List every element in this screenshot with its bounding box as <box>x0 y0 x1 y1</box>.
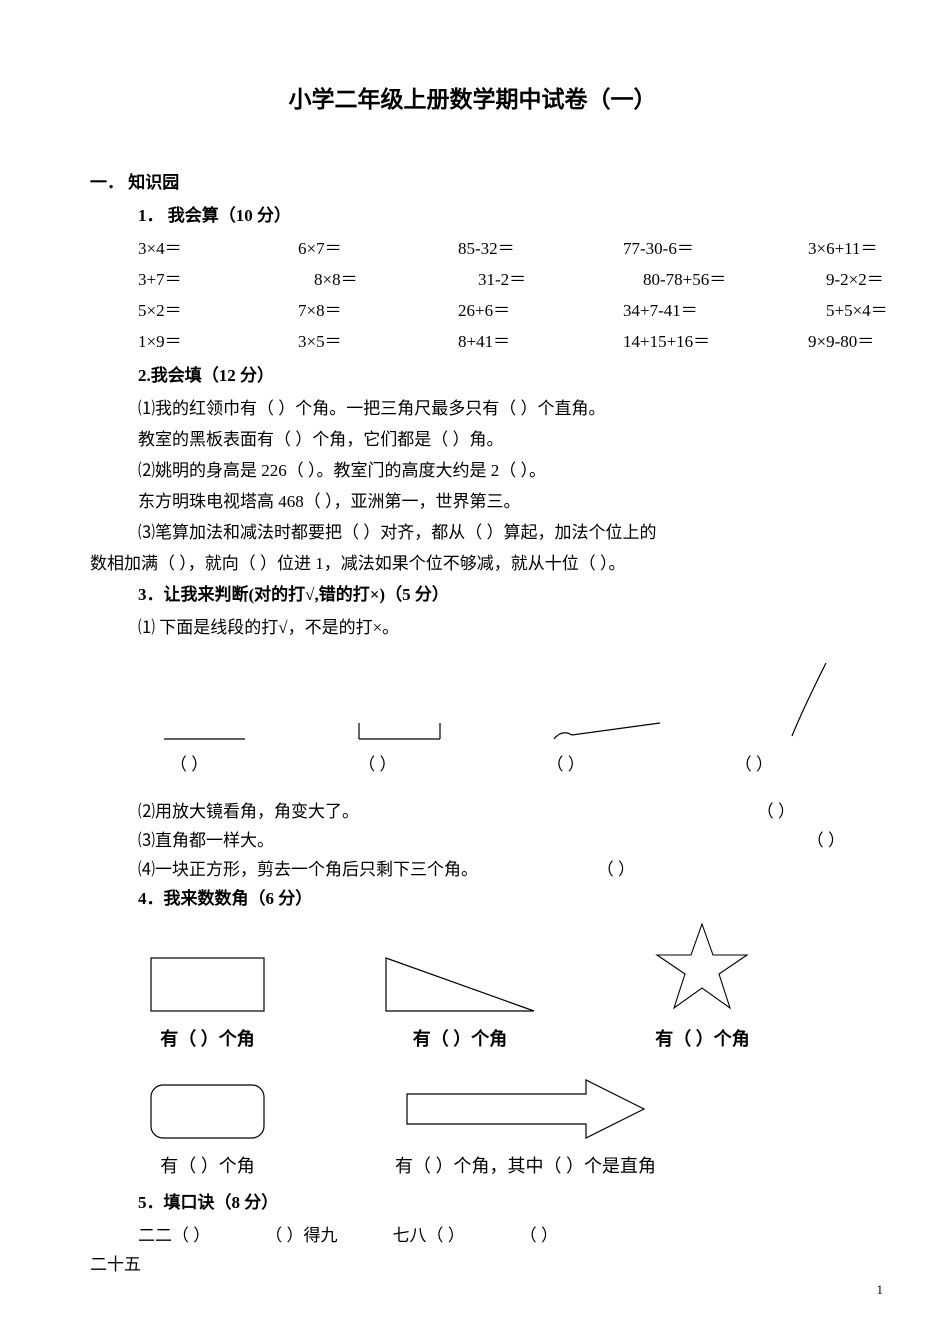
q1-heading: 1． 我会算（10 分） <box>138 202 855 231</box>
shape-rectangle: 有（ ）个角 <box>150 957 265 1055</box>
paren-blank: （ ） <box>170 751 208 780</box>
q2-line: ⑵姚明的身高是 226（ ）。教室门的高度大约是 2（ ）。 <box>138 457 855 486</box>
arith-cell: 9×9-80＝ <box>808 328 943 357</box>
judge-text: ⑷一块正方形，剪去一个角后只剩下三个角。 <box>138 856 478 885</box>
shape-arrow: 有（ ）个角，其中（ ）个是直角 <box>395 1079 656 1182</box>
arith-cell: 14+15+16＝ <box>623 328 808 357</box>
arith-cell: 8+41＝ <box>458 328 623 357</box>
arith-cell: 3×4＝ <box>138 235 298 264</box>
q5-cell: （ ） <box>520 1222 558 1251</box>
arith-cell: 8×8＝ <box>298 266 458 295</box>
triangle-icon <box>385 957 535 1012</box>
shape-label: 有（ ）个角 <box>160 1024 255 1055</box>
page-title: 小学二年级上册数学期中试卷（一） <box>90 80 855 119</box>
q5-cell: （ ）得九 <box>265 1222 337 1251</box>
q2-line: 东方明珠电视塔高 468（ ），亚洲第一，世界第三。 <box>138 488 855 517</box>
arith-cell: 26+6＝ <box>458 297 623 326</box>
arith-cell: 31-2＝ <box>458 266 623 295</box>
arith-cell: 77-30-6＝ <box>623 235 808 264</box>
shapes-row-2: 有（ ）个角 有（ ）个角，其中（ ）个是直角 <box>150 1079 855 1182</box>
arith-cell: 5×2＝ <box>138 297 298 326</box>
q5-heading: 5．填口诀（8 分） <box>138 1189 855 1218</box>
q3-judge-line: ⑷一块正方形，剪去一个角后只剩下三个角。 （ ） <box>138 856 855 885</box>
arith-cell: 34+7-41＝ <box>623 297 808 326</box>
q5-cell: 二二（ ） <box>138 1222 210 1251</box>
q3-judge-line: ⑵用放大镜看角，角变大了。 （ ） <box>138 798 855 827</box>
arrow-icon <box>406 1079 646 1139</box>
judge-paren: （ ） <box>597 856 635 885</box>
q2-block: ⑴我的红领巾有（ ）个角。一把三角尺最多只有（ ）个直角。 教室的黑板表面有（ … <box>138 395 855 547</box>
q3-line1: ⑴ 下面是线段的打√，不是的打×。 <box>138 614 855 643</box>
q5-row: 二二（ ） （ ）得九 七八（ ） （ ） <box>138 1222 855 1251</box>
shape-label: 有（ ）个角 <box>655 1024 750 1055</box>
rounded-rect-icon <box>150 1084 265 1139</box>
q2-line: ⑶笔算加法和减法时都要把（ ）对齐，都从（ ）算起，加法个位上的 <box>138 519 855 548</box>
shape-label: 有（ ）个角，其中（ ）个是直角 <box>395 1151 656 1182</box>
arith-cell: 6×7＝ <box>298 235 458 264</box>
segment-2 <box>357 701 442 741</box>
q2-line: 教室的黑板表面有（ ）个角，它们都是（ ）角。 <box>138 426 855 455</box>
paren-blank: （ ） <box>358 751 396 780</box>
q4-heading: 4．我来数数角（6 分） <box>138 885 855 914</box>
star-icon <box>655 922 750 1012</box>
q2-line: ⑴我的红领巾有（ ）个角。一把三角尺最多只有（ ）个直角。 <box>138 395 855 424</box>
slant-line-icon <box>772 661 842 741</box>
line-segment-icon <box>357 701 442 741</box>
shape-label: 有（ ）个角 <box>413 1024 508 1055</box>
q2-heading: 2.我会填（12 分） <box>138 362 855 391</box>
arith-cell: 3×5＝ <box>298 328 458 357</box>
shape-triangle: 有（ ）个角 <box>385 957 535 1055</box>
page-number: 1 <box>877 1279 884 1301</box>
shape-rounded-rect: 有（ ）个角 <box>150 1084 265 1182</box>
shapes-row-1: 有（ ）个角 有（ ）个角 有（ ）个角 <box>150 922 855 1055</box>
arith-cell: 85-32＝ <box>458 235 623 264</box>
q3-heading: 3．让我来判断(对的打√,错的打×)（5 分） <box>138 581 855 610</box>
section-heading: 一． 知识园 <box>90 169 855 198</box>
shape-label: 有（ ）个角 <box>160 1151 255 1182</box>
arith-cell: 3+7＝ <box>138 266 298 295</box>
judge-paren: （ ） <box>807 827 845 856</box>
q2-line: 数相加满（ ），就向（ ）位进 1，减法如果个位不够减，就从十位（ ）。 <box>90 550 855 579</box>
paren-blank: （ ） <box>547 751 585 780</box>
shape-star: 有（ ）个角 <box>655 922 750 1055</box>
q5-cell: 七八（ ） <box>393 1222 465 1251</box>
rectangle-icon <box>150 957 265 1012</box>
arith-cell: 1×9＝ <box>138 328 298 357</box>
paren-blank: （ ） <box>735 751 773 780</box>
arith-cell: 9-2×2＝ <box>808 266 943 295</box>
segment-1 <box>162 701 247 741</box>
judge-text: ⑶直角都一样大。 <box>138 827 274 856</box>
q5-tail: 二十五 <box>90 1251 855 1280</box>
line-segment-icon <box>162 701 247 741</box>
judge-paren: （ ） <box>757 798 795 827</box>
curve-segment-icon <box>552 701 662 741</box>
page: 小学二年级上册数学期中试卷（一） 一． 知识园 1． 我会算（10 分） 3×4… <box>0 0 945 1337</box>
arith-cell: 5+5×4＝ <box>808 297 943 326</box>
arith-cell: 3×6+11＝ <box>808 235 943 264</box>
segment-4 <box>772 661 842 741</box>
q3-judge-line: ⑶直角都一样大。 （ ） <box>138 827 855 856</box>
arith-cell: 80-78+56＝ <box>623 266 808 295</box>
arith-cell: 7×8＝ <box>298 297 458 326</box>
segment-3 <box>552 701 662 741</box>
judge-text: ⑵用放大镜看角，角变大了。 <box>138 798 359 827</box>
line-segment-row <box>162 656 855 741</box>
arithmetic-grid: 3×4＝ 6×7＝ 85-32＝ 77-30-6＝ 3×6+11＝ 3+7＝ 8… <box>138 235 855 357</box>
paren-row: （ ） （ ） （ ） （ ） <box>170 751 855 780</box>
